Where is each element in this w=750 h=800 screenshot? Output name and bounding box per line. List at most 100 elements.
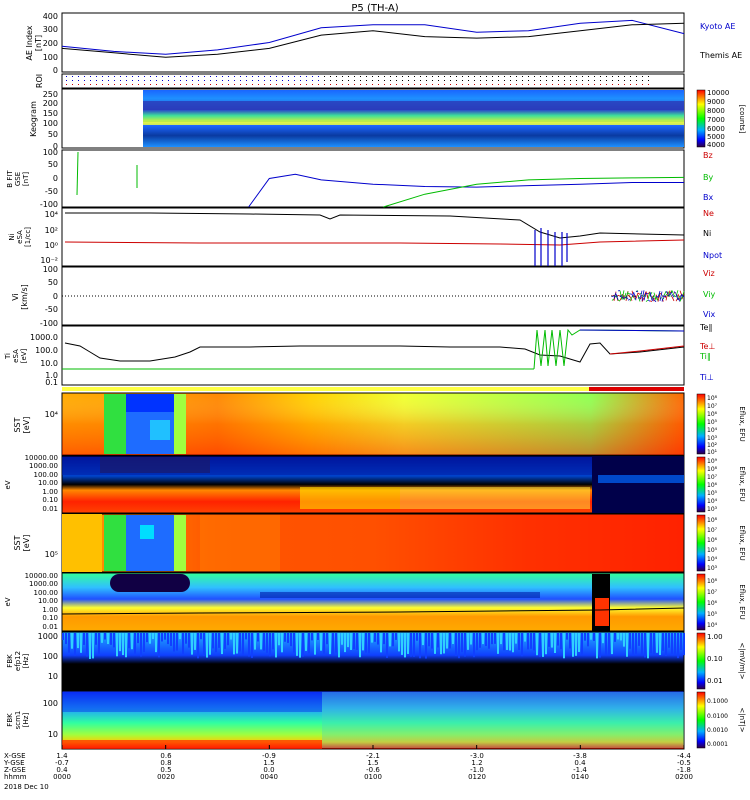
- esa-electron-panel: 10000.00 1000.00 100.00 10.00 1.00 0.10 …: [4, 454, 746, 514]
- temp-legend-tipar: Ti∥: [699, 352, 711, 361]
- roi-marker: [258, 80, 259, 81]
- bx-line: [248, 173, 684, 208]
- roi-marker: [624, 76, 625, 77]
- fbk-e-stripe: [158, 633, 160, 658]
- fbk-e-stripe: [485, 633, 487, 647]
- fbk-e-stripe: [221, 633, 223, 655]
- roi-marker: [174, 76, 175, 77]
- velocity-noise-segment: [621, 290, 625, 300]
- roi-marker: [276, 84, 277, 85]
- keogram-cbar-tick: 5000: [707, 133, 725, 141]
- roi-marker: [156, 76, 157, 77]
- roi-marker: [90, 80, 91, 81]
- x-axis: X-GSE Y-GSE Z-GSE hhmm 2018 Dec 10 1.4 -…: [3, 745, 693, 791]
- fbk-e-stripe: [476, 633, 478, 651]
- velocity-noise-segment: [623, 292, 627, 301]
- temp-tick: 1.0: [45, 371, 58, 380]
- roi-marker: [294, 76, 295, 77]
- fbk-e-stripe: [641, 633, 643, 656]
- x-row-label: Z-GSE: [4, 766, 26, 774]
- fbk-e-stripe: [239, 633, 241, 652]
- roi-marker: [312, 80, 313, 81]
- roi-marker: [630, 76, 631, 77]
- bfield-tick: 100: [43, 148, 58, 157]
- roi-marker: [186, 80, 187, 81]
- sst-e-cbar-tick: 10⁶: [707, 411, 718, 418]
- fbk-e-stripe: [257, 633, 259, 642]
- fbk-e-stripe: [644, 633, 646, 658]
- fbk-e-stripe: [614, 633, 616, 642]
- roi-marker: [210, 80, 211, 81]
- fbk-e-stripe: [488, 633, 490, 649]
- x-col-value: -1.8: [677, 766, 691, 774]
- roi-marker: [324, 84, 325, 85]
- fbk-e-stripe: [479, 633, 481, 648]
- fbk-e-stripe: [581, 633, 583, 655]
- roi-marker: [318, 84, 319, 85]
- fbk-e-stripe: [371, 633, 373, 643]
- velocity-noise-segment: [645, 299, 649, 302]
- fbk-e-stripe: [632, 633, 634, 656]
- roi-marker: [414, 76, 415, 77]
- fbk-e-stripe: [674, 633, 676, 655]
- fbk-e-stripe: [656, 633, 658, 653]
- roi-marker: [186, 84, 187, 85]
- fbk-e-stripe: [482, 633, 484, 645]
- roi-marker: [156, 80, 157, 81]
- roi-marker: [642, 76, 643, 77]
- roi-marker: [462, 80, 463, 81]
- fbk-e-stripe: [296, 633, 298, 656]
- plot-title: P5 (TH-A): [351, 3, 398, 14]
- temp-ylabel: Ti: [4, 353, 12, 360]
- fbk-e-stripe: [302, 633, 304, 657]
- bfield-legend-by: By: [703, 173, 713, 182]
- roi-marker: [150, 84, 151, 85]
- roi-marker: [108, 84, 109, 85]
- fbk-b-cbar-tick: 0.0010: [707, 727, 728, 734]
- fbk-e-stripe: [389, 633, 391, 647]
- roi-marker: [66, 84, 67, 85]
- velocity-noise-segment: [619, 295, 623, 298]
- roi-marker: [264, 80, 265, 81]
- by-line: [383, 176, 685, 208]
- sst-ion-panel: 10⁵ SST [eV] 10⁸ 10⁷ 10⁶ 10⁵ 10⁴ 10³ Efl…: [13, 513, 746, 573]
- roi-marker: [198, 84, 199, 85]
- fbk-e-stripe: [332, 633, 334, 655]
- fbk-e-stripe: [203, 633, 205, 656]
- esa-e-cbar-label: Eflux, EFU: [738, 466, 746, 501]
- roi-marker: [528, 80, 529, 81]
- x-col-value: 0140: [571, 773, 589, 781]
- themis-ae-line: [61, 22, 685, 58]
- x-col-value: -0.7: [55, 759, 69, 767]
- roi-marker: [402, 80, 403, 81]
- fbk-e-stripe: [101, 633, 103, 643]
- fbk-e-panel: 1000 100 10 FBK efp12 [Hz] 1.00 0.10 0.0…: [6, 631, 746, 691]
- ae-legend-kyoto: Kyoto AE: [700, 22, 735, 31]
- ae-panel: 400 300 200 100 0 AE Index [nT] Kyoto AE…: [25, 12, 742, 75]
- roi-marker: [498, 84, 499, 85]
- roi-marker: [528, 84, 529, 85]
- velocity-noise-segment: [611, 295, 615, 298]
- fbk-e-stripe: [407, 633, 409, 654]
- roi-marker: [342, 76, 343, 77]
- roi-marker: [540, 76, 541, 77]
- roi-marker: [252, 84, 253, 85]
- roi-marker: [510, 80, 511, 81]
- roi-marker: [642, 80, 643, 81]
- ae-legend-themis: Themis AE: [699, 51, 742, 60]
- roi-marker: [186, 76, 187, 77]
- fbk-e-stripe: [458, 633, 460, 659]
- x-col-value: 0020: [157, 773, 175, 781]
- roi-marker: [114, 80, 115, 81]
- velocity-noise-segment: [637, 292, 641, 295]
- roi-marker: [96, 76, 97, 77]
- roi-marker: [114, 84, 115, 85]
- velocity-noise-segment: [643, 292, 647, 301]
- fbk-e-stripe: [338, 633, 340, 658]
- roi-marker: [606, 84, 607, 85]
- roi-marker: [234, 80, 235, 81]
- roi-marker: [354, 84, 355, 85]
- x-date: 2018 Dec 10: [4, 783, 49, 791]
- esa-e-cbar-tick: 10⁴: [707, 498, 718, 505]
- fbk-e-stripe: [605, 633, 607, 655]
